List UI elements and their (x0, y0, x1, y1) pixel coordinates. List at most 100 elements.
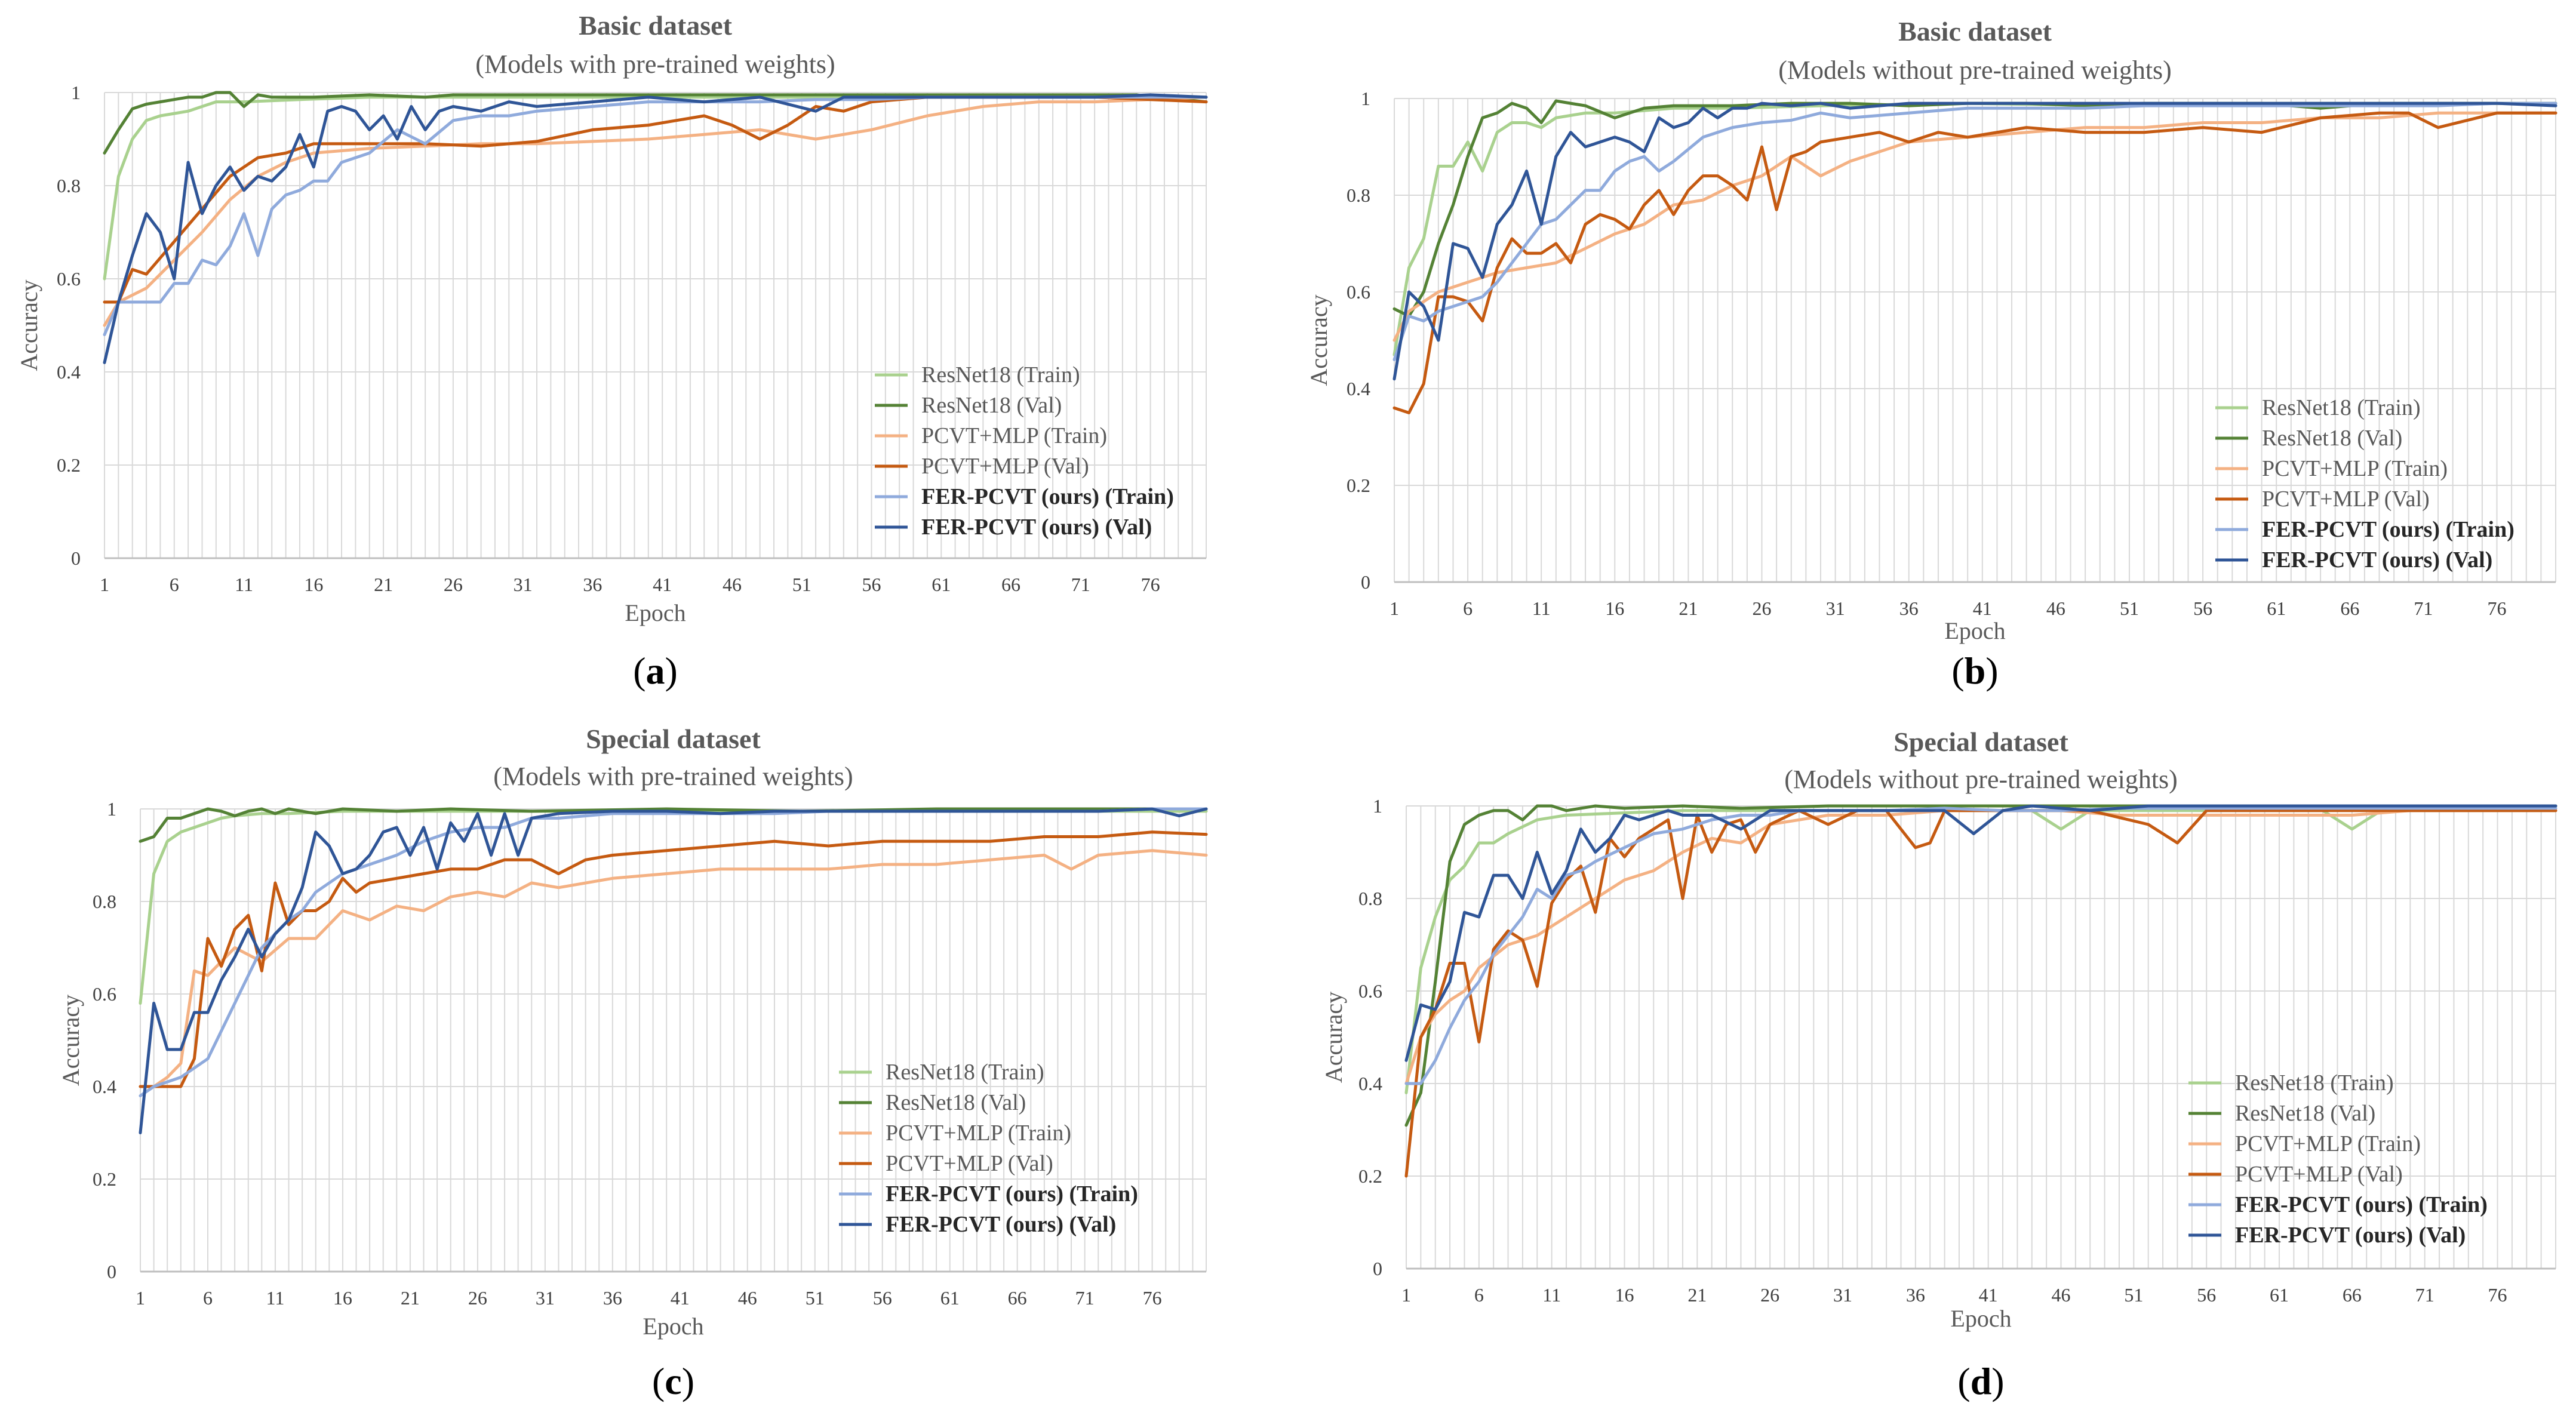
x-tick-label: 56 (2193, 598, 2212, 619)
x-tick-label: 21 (401, 1287, 420, 1309)
x-axis-label: Epoch (1950, 1305, 2011, 1332)
series-line-resnet18-train (103, 96, 1208, 281)
x-tick-label: 41 (671, 1287, 690, 1309)
legend-entry: FER-PCVT (ours) (Train) (886, 1181, 1138, 1207)
chart-title: Special dataset (1893, 727, 2068, 757)
x-tick-label: 36 (583, 574, 602, 595)
x-tick-label: 46 (723, 574, 742, 595)
legend-entry: PCVT+MLP (Val) (886, 1151, 1053, 1176)
y-tick-label: 1 (1373, 795, 1382, 817)
y-tick-label: 1 (1361, 88, 1370, 109)
series-line-fer-pcvt-ours-train (103, 96, 1208, 337)
legend-entry: ResNet18 (Val) (921, 393, 1062, 418)
x-tick-label: 51 (792, 574, 811, 595)
x-tick-label: 11 (1542, 1284, 1561, 1306)
series-line-pcvt-mlp-val (103, 96, 1208, 304)
x-tick-label: 51 (2120, 598, 2139, 619)
series-line-fer-pcvt-ours-val (103, 93, 1208, 364)
x-tick-label: 41 (1973, 598, 1992, 619)
x-tick-label: 46 (2052, 1284, 2071, 1306)
x-tick-label: 26 (444, 574, 463, 595)
x-tick-label: 21 (374, 574, 393, 595)
chart-title: Basic dataset (1898, 16, 2052, 47)
legend-entry: PCVT+MLP (Train) (886, 1121, 1071, 1146)
legend-entry: PCVT+MLP (Train) (2235, 1131, 2421, 1156)
chart-panel-a: 00.20.40.60.811 6 11 16 21 26 31 36 41 46 51 56 61 66… (16, 10, 1208, 692)
legend-entry: PCVT+MLP (Val) (2262, 487, 2430, 512)
series-line-fer-pcvt-ours-val (1392, 101, 2557, 381)
x-tick-label: 31 (514, 574, 533, 595)
y-tick-label: 0.2 (1358, 1165, 1382, 1187)
legend-entry: ResNet18 (Train) (921, 362, 1080, 387)
y-tick-label: 0.8 (1358, 888, 1382, 909)
legend-entry: ResNet18 (Val) (2235, 1101, 2375, 1126)
x-tick-label: 61 (2267, 598, 2286, 619)
x-tick-label: 1 (1390, 598, 1399, 619)
x-tick-label: 61 (932, 574, 951, 595)
x-tick-label: 46 (2046, 598, 2065, 619)
x-tick-label: 1 (100, 574, 109, 595)
x-tick-label: 31 (1833, 1284, 1852, 1306)
legend-entry: PCVT+MLP (Val) (921, 454, 1089, 479)
legend: ResNet18 (Train) ResNet18 (Val) PCVT+MLP (… (2188, 1070, 2488, 1248)
series-line-pcvt-mlp-val (1404, 809, 2557, 1178)
x-tick-label: 76 (2488, 598, 2507, 619)
x-tick-label: 66 (1001, 574, 1020, 595)
y-tick-label: 0 (107, 1261, 116, 1282)
legend-entry: PCVT+MLP (Train) (921, 423, 1107, 448)
x-tick-label: 26 (1760, 1284, 1779, 1306)
x-tick-label: 61 (940, 1287, 960, 1309)
series-line-fer-pcvt-ours-train (1404, 807, 2557, 1085)
y-tick-label: 0 (71, 547, 81, 569)
x-tick-label: 21 (1679, 598, 1698, 619)
legend-entry: FER-PCVT (ours) (Val) (2262, 547, 2492, 573)
x-tick-label: 71 (1075, 1287, 1095, 1309)
legend: ResNet18 (Train) ResNet18 (Val) PCVT+MLP (… (875, 362, 1174, 540)
x-tick-label: 76 (2488, 1284, 2507, 1306)
y-tick-label: 0.4 (1358, 1073, 1382, 1094)
legend-entry: ResNet18 (Train) (2235, 1070, 2394, 1095)
series-line-pcvt-mlp-val (1392, 111, 2557, 414)
y-tick-label: 0.6 (1358, 980, 1382, 1002)
y-tick-label: 0.4 (1347, 378, 1370, 399)
y-tick-label: 0.8 (1347, 184, 1370, 206)
y-tick-label: 0.4 (57, 361, 81, 383)
x-tick-label: 71 (1071, 574, 1090, 595)
series-line-pcvt-mlp-val (139, 830, 1208, 1088)
x-tick-label: 21 (1687, 1284, 1707, 1306)
series-line-pcvt-mlp-train (1404, 809, 2557, 1085)
x-tick-label: 1 (136, 1287, 145, 1309)
chart-subtitle: (Models with pre-trained weights) (475, 50, 835, 79)
y-tick-label: 0.2 (57, 454, 81, 476)
series-line-fer-pcvt-ours-train (1392, 101, 2557, 361)
x-tick-label: 26 (1753, 598, 1772, 619)
x-tick-label: 41 (653, 574, 672, 595)
y-tick-label: 0.6 (93, 983, 116, 1005)
x-axis-label: Epoch (625, 599, 686, 626)
series-line-fer-pcvt-ours-train (139, 807, 1208, 1097)
y-axis-label: Accuracy (57, 995, 84, 1086)
panel-label: (b) (1951, 650, 1998, 692)
chart-panel-b: 00.20.40.60.811 6 11 16 21 26 31 36 41 46 51 56 61 66… (1305, 16, 2557, 692)
y-axis-label: Accuracy (16, 279, 42, 371)
y-tick-label: 1 (107, 798, 116, 820)
x-tick-label: 1 (1401, 1284, 1411, 1306)
y-tick-label: 0.2 (1347, 475, 1370, 496)
x-tick-label: 71 (2415, 1284, 2434, 1306)
panel-label: (a) (633, 650, 678, 692)
x-tick-label: 46 (738, 1287, 757, 1309)
y-tick-label: 0.6 (57, 268, 81, 290)
x-tick-label: 6 (170, 574, 179, 595)
x-tick-label: 61 (2270, 1284, 2289, 1306)
panel-label: (d) (1957, 1360, 2004, 1402)
legend-entry: PCVT+MLP (Val) (2235, 1162, 2403, 1187)
legend-entry: PCVT+MLP (Train) (2262, 456, 2448, 481)
legend-entry: ResNet18 (Train) (886, 1060, 1044, 1085)
x-tick-label: 16 (304, 574, 323, 595)
x-tick-label: 41 (1979, 1284, 1998, 1306)
series-line-resnet18-train (1392, 101, 2557, 356)
x-tick-label: 76 (1143, 1287, 1162, 1309)
x-tick-label: 56 (862, 574, 881, 595)
chart-panel-c: 00.20.40.60.811 6 11 16 21 26 31 36 41 46 51 56 61 66… (57, 724, 1208, 1402)
